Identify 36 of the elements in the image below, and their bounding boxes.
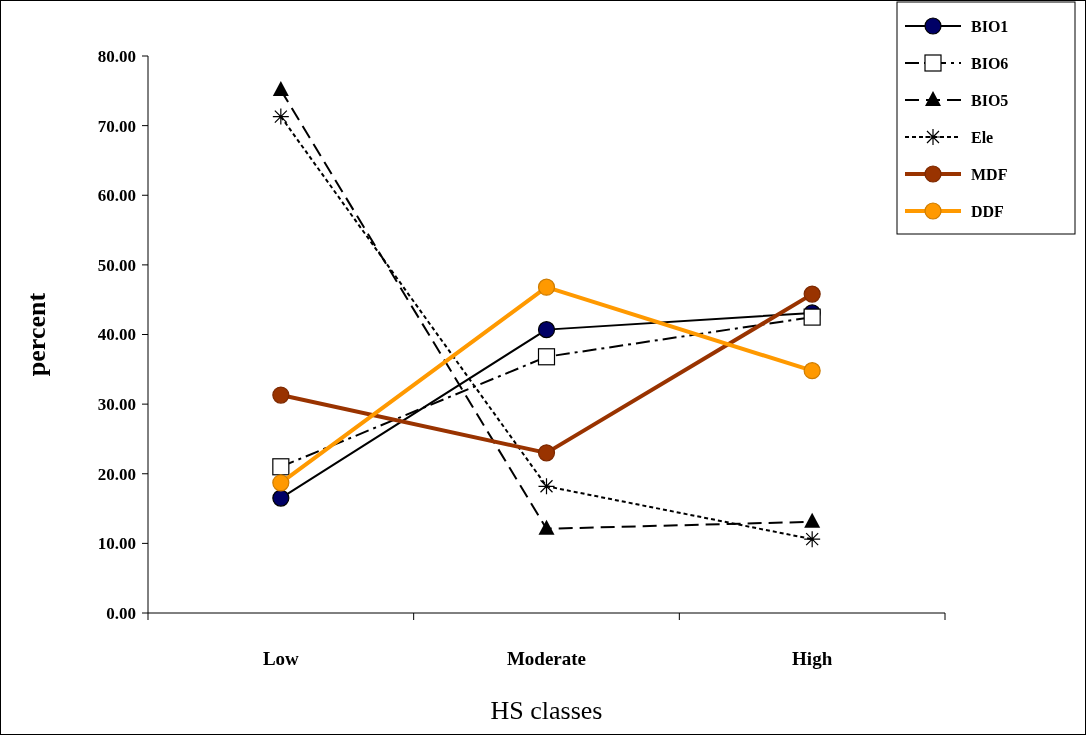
point [803,530,821,548]
point [804,512,821,528]
point [272,474,290,492]
x-axis-title: HS classes [490,696,603,725]
x-tick-label: High [792,648,833,669]
legend-label: BIO5 [971,91,1009,109]
y-tick-label: 10.00 [97,534,136,554]
y-tick-label: 50.00 [97,255,136,275]
point [537,348,556,366]
x-tick-label: Low [262,648,300,669]
y-axis-title: percent [22,292,51,377]
legend-label: BIO6 [971,54,1009,72]
y-tick-label: 0.00 [106,603,136,623]
point [537,477,556,495]
point [537,444,556,462]
point [537,321,556,339]
x-tick-label: Moderate [506,648,587,669]
point [272,386,290,404]
y-tick-label: 60.00 [97,186,136,206]
y-tick-label: 80.00 [97,46,136,66]
point [272,489,290,507]
point [537,278,556,296]
y-tick-label: 30.00 [97,395,136,415]
point [803,308,821,326]
y-tick-label: 20.00 [97,464,136,484]
point [803,285,821,303]
legend-label: BIO1 [971,17,1009,35]
legend-label: DDF [971,202,1005,220]
point [272,81,289,97]
y-tick-label: 40.00 [97,325,136,345]
legend-label: Ele [971,128,994,146]
point [803,362,821,380]
point [538,519,555,535]
y-tick-label: 70.00 [97,116,136,136]
point [272,107,290,126]
legend-label: MDF [971,165,1008,183]
